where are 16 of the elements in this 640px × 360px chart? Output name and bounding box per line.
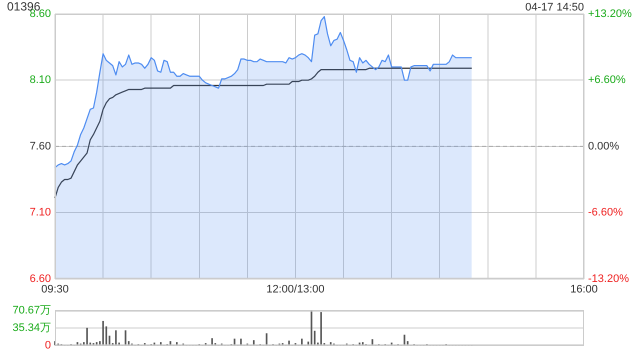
y2-tick-label: +6.60% — [588, 74, 626, 86]
y-tick-label: 6.60 — [30, 272, 51, 285]
y2-tick-label: 0.00% — [588, 140, 620, 152]
x-tick-label: 09:30 — [41, 283, 69, 296]
y-tick-label: 8.10 — [30, 74, 51, 86]
text: 04-17 14:50 — [525, 2, 584, 14]
y2-tick-label: -13.20% — [588, 272, 630, 285]
x-tick-label: 12:00/13:00 — [266, 283, 325, 296]
y-tick-label: 0 — [44, 339, 51, 352]
y-tick-label: 35.34万 — [12, 322, 51, 334]
y2-tick-label: +13.20% — [588, 8, 632, 20]
y-tick-label: 7.10 — [30, 206, 51, 219]
x-tick-label: 16:00 — [570, 283, 598, 296]
y-tick-label: 7.60 — [30, 140, 51, 152]
y2-tick-label: -6.60% — [588, 206, 624, 219]
y-tick-label: 70.67万 — [12, 304, 51, 317]
